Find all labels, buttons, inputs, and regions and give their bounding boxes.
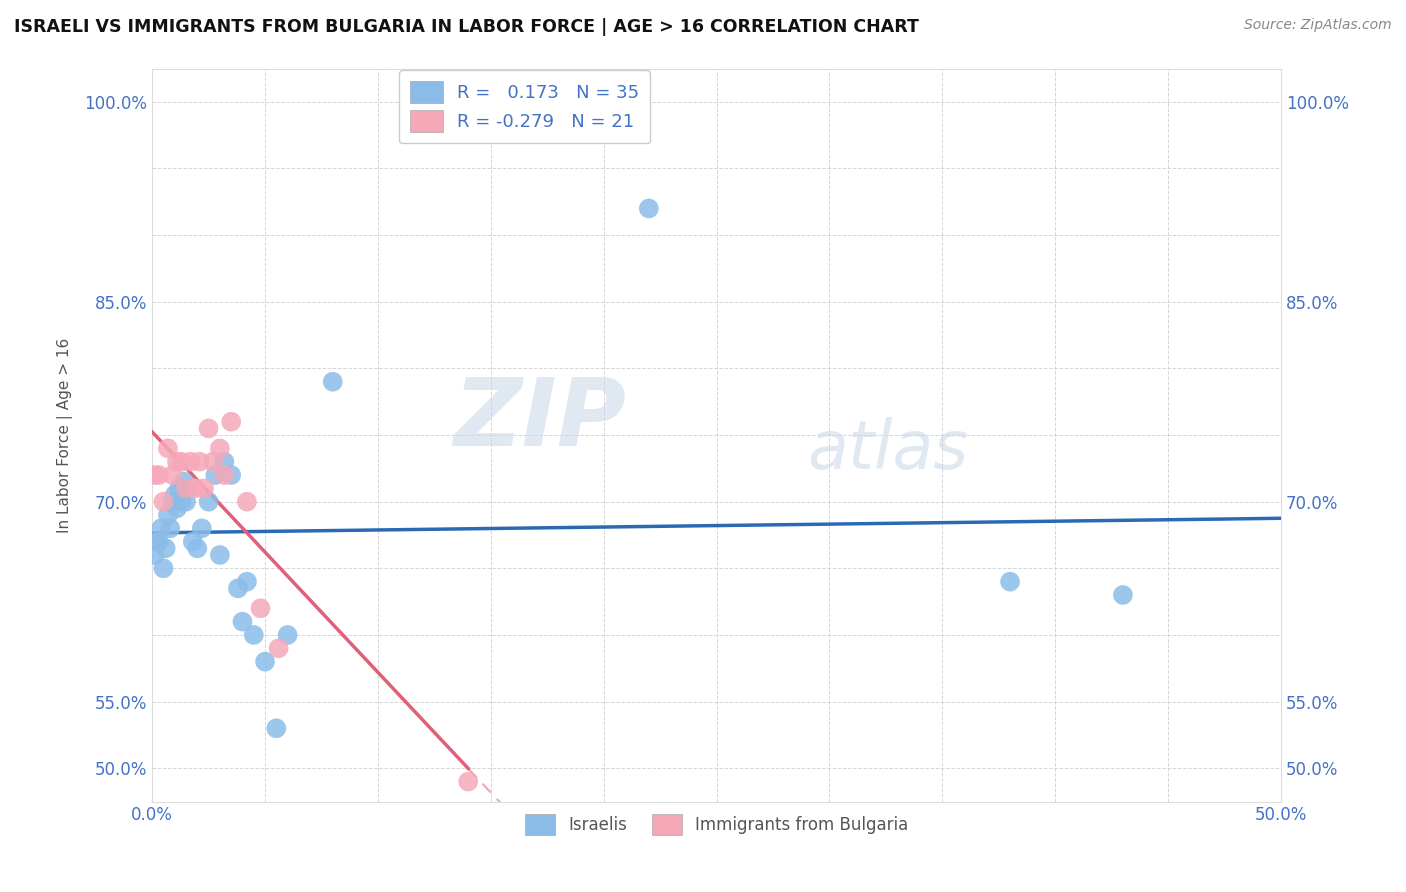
Point [191, 521, 214, 535]
Point [998, 574, 1021, 589]
Point [236, 574, 259, 589]
Point [177, 481, 200, 495]
Point [159, 521, 181, 535]
Point [193, 481, 215, 495]
Point [152, 494, 174, 508]
Text: ISRAELI VS IMMIGRANTS FROM BULGARIA IN LABOR FORCE | AGE > 16 CORRELATION CHART: ISRAELI VS IMMIGRANTS FROM BULGARIA IN L… [14, 18, 920, 36]
Point [197, 494, 219, 508]
Point [167, 481, 190, 495]
Point [166, 501, 188, 516]
Y-axis label: In Labor Force | Age > 16: In Labor Force | Age > 16 [58, 337, 73, 533]
Point [249, 601, 271, 615]
Point [197, 421, 219, 435]
Point [174, 494, 197, 508]
Point [163, 488, 186, 502]
Text: ZIP: ZIP [453, 375, 626, 467]
Point [204, 468, 226, 483]
Point [148, 468, 170, 483]
Point [186, 541, 208, 556]
Point [219, 415, 242, 429]
Point [202, 455, 225, 469]
Text: atlas: atlas [807, 417, 967, 483]
Point [170, 494, 193, 508]
Point [214, 468, 236, 483]
Point [226, 582, 249, 596]
Text: Source: ZipAtlas.com: Source: ZipAtlas.com [1244, 18, 1392, 32]
Point [322, 375, 344, 389]
Point [254, 655, 277, 669]
Point [208, 548, 231, 562]
Point [277, 628, 299, 642]
Point [208, 442, 231, 456]
Point [231, 615, 253, 629]
Point [174, 481, 197, 495]
Point [170, 455, 193, 469]
Point [184, 481, 207, 495]
Point [1112, 588, 1135, 602]
Point [145, 534, 167, 549]
Point [152, 561, 174, 575]
Point [180, 455, 202, 469]
Point [214, 455, 236, 469]
Point [242, 628, 264, 642]
Point [143, 468, 166, 483]
Point [156, 442, 179, 456]
Point [150, 521, 173, 535]
Legend: Israelis, Immigrants from Bulgaria: Israelis, Immigrants from Bulgaria [515, 805, 918, 845]
Point [181, 534, 204, 549]
Point [266, 721, 288, 735]
Point [219, 468, 242, 483]
Point [156, 508, 179, 522]
Point [173, 475, 195, 489]
Point [188, 455, 211, 469]
Point [143, 548, 166, 562]
Point [166, 455, 188, 469]
Point [236, 494, 259, 508]
Point [162, 494, 184, 508]
Point [162, 468, 184, 483]
Point [637, 202, 659, 216]
Point [457, 774, 479, 789]
Point [155, 541, 177, 556]
Point [148, 534, 170, 549]
Point [267, 641, 290, 656]
